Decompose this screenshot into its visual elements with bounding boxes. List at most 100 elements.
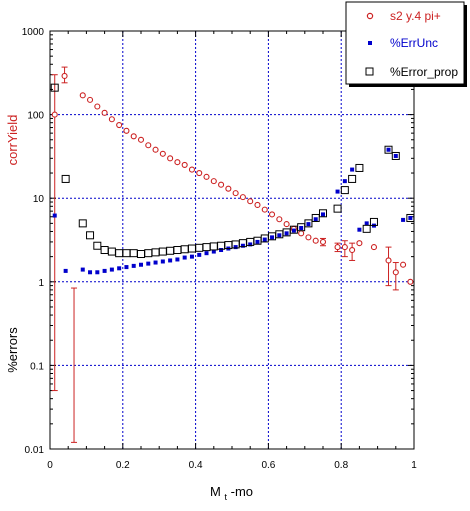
data-point-filled-square — [277, 233, 282, 238]
data-point-circle — [319, 238, 327, 245]
data-point-open-square — [348, 174, 357, 183]
data-point-open-square — [78, 219, 87, 228]
data-point-circle — [196, 169, 203, 177]
data-point-filled-square — [393, 153, 398, 158]
data-point-filled-square — [255, 239, 260, 244]
x-tick-label: 0.8 — [334, 460, 348, 471]
data-point-filled-square — [109, 267, 114, 272]
data-point-filled-square — [189, 254, 194, 259]
data-point-circle — [123, 127, 130, 134]
data-point-open-square — [209, 242, 218, 251]
data-point-open-square — [311, 213, 320, 222]
legend-label-2: %Error_prop — [390, 65, 458, 79]
data-point-open-square — [391, 151, 400, 160]
data-point-circle — [167, 155, 174, 162]
legend-marker-open-square — [365, 67, 374, 76]
data-point-open-square — [137, 250, 145, 259]
data-point-circle — [137, 136, 145, 143]
data-point-filled-square — [335, 189, 340, 194]
data-point-filled-square — [299, 226, 304, 231]
data-point-filled-square — [350, 167, 355, 172]
data-point-filled-square — [175, 257, 180, 262]
data-point-filled-square — [131, 263, 136, 268]
data-point-filled-square — [262, 237, 267, 242]
plot-frame — [49, 30, 415, 450]
data-point-open-square — [151, 248, 160, 257]
data-point-open-square — [129, 249, 138, 258]
data-point-filled-square — [408, 215, 413, 220]
data-point-circle — [203, 173, 210, 180]
data-point-open-square — [107, 247, 116, 256]
data-point-circle — [79, 92, 86, 99]
x-axis-label-suffix: -mo — [231, 484, 253, 499]
data-point-open-square — [319, 209, 327, 218]
x-tick-label: 0 — [47, 460, 53, 471]
data-point-circle — [268, 211, 276, 218]
data-point-circle — [276, 216, 283, 223]
data-point-circle — [407, 278, 414, 285]
data-point-filled-square — [160, 259, 165, 264]
data-point-filled-square — [357, 227, 362, 232]
data-point-filled-square — [63, 268, 68, 273]
data-point-open-square — [369, 217, 378, 226]
data-point-filled-square — [248, 242, 253, 247]
legend-label-0: s2 y.4 pi+ — [390, 9, 441, 23]
data-point-open-square — [115, 249, 124, 258]
data-point-filled-square — [146, 261, 151, 266]
data-point-filled-square — [284, 231, 289, 236]
y-tick-label: 0.01 — [25, 445, 45, 456]
data-point-circle — [61, 72, 68, 79]
data-point-filled-square — [139, 262, 143, 267]
data-point-circle — [312, 237, 319, 244]
x-tick-label: 0.2 — [116, 460, 130, 471]
data-point-filled-square — [233, 245, 238, 250]
data-point-circle — [218, 181, 225, 188]
data-point-filled-square — [306, 222, 311, 227]
data-point-circle — [86, 96, 94, 103]
data-point-open-square — [195, 243, 204, 252]
data-point-filled-square — [219, 248, 224, 253]
y-tick-label: 10 — [33, 194, 45, 205]
data-point-open-square — [158, 247, 167, 256]
data-point-filled-square — [80, 267, 85, 272]
x-tick-label: 0.6 — [261, 460, 275, 471]
data-point-circle — [283, 221, 290, 228]
data-point-open-square — [173, 246, 182, 255]
legend-label-1: %ErrUnc — [390, 36, 438, 50]
data-point-open-square — [362, 224, 371, 233]
data-point-filled-square — [88, 270, 93, 275]
data-point-open-square — [180, 245, 189, 254]
series-3 — [50, 83, 415, 259]
y-tick-label: 1000 — [22, 27, 45, 38]
data-point-filled-square — [270, 235, 275, 240]
data-point-open-square — [355, 163, 364, 172]
data-point-filled-square — [153, 260, 158, 265]
series-1 — [71, 287, 78, 443]
x-tick-label: 0.4 — [189, 460, 203, 471]
data-point-filled-square — [240, 243, 245, 248]
legend-shadow — [464, 5, 467, 87]
data-point-circle — [239, 194, 246, 201]
data-point-circle — [225, 185, 232, 192]
data-point-filled-square — [313, 217, 318, 222]
data-marks — [50, 66, 415, 443]
data-point-open-square — [406, 213, 415, 222]
data-point-circle — [145, 142, 152, 149]
data-point-circle — [232, 190, 239, 197]
data-point-filled-square — [52, 213, 57, 218]
data-point-filled-square — [364, 221, 369, 226]
x-axis-label-sub: t — [224, 492, 227, 502]
data-point-circle — [305, 234, 312, 241]
data-point-filled-square — [211, 249, 216, 254]
y-tick-label: 0.1 — [30, 361, 44, 372]
data-point-circle — [51, 111, 58, 118]
data-point-circle — [247, 198, 254, 205]
data-point-circle — [349, 246, 356, 254]
legend-shadow-bottom — [349, 84, 467, 87]
y-tick-label: 1 — [38, 278, 44, 289]
data-point-filled-square — [342, 179, 347, 184]
data-point-circle — [152, 146, 159, 153]
data-point-circle — [101, 109, 108, 116]
data-point-open-square — [333, 204, 342, 213]
data-point-circle — [298, 230, 305, 237]
